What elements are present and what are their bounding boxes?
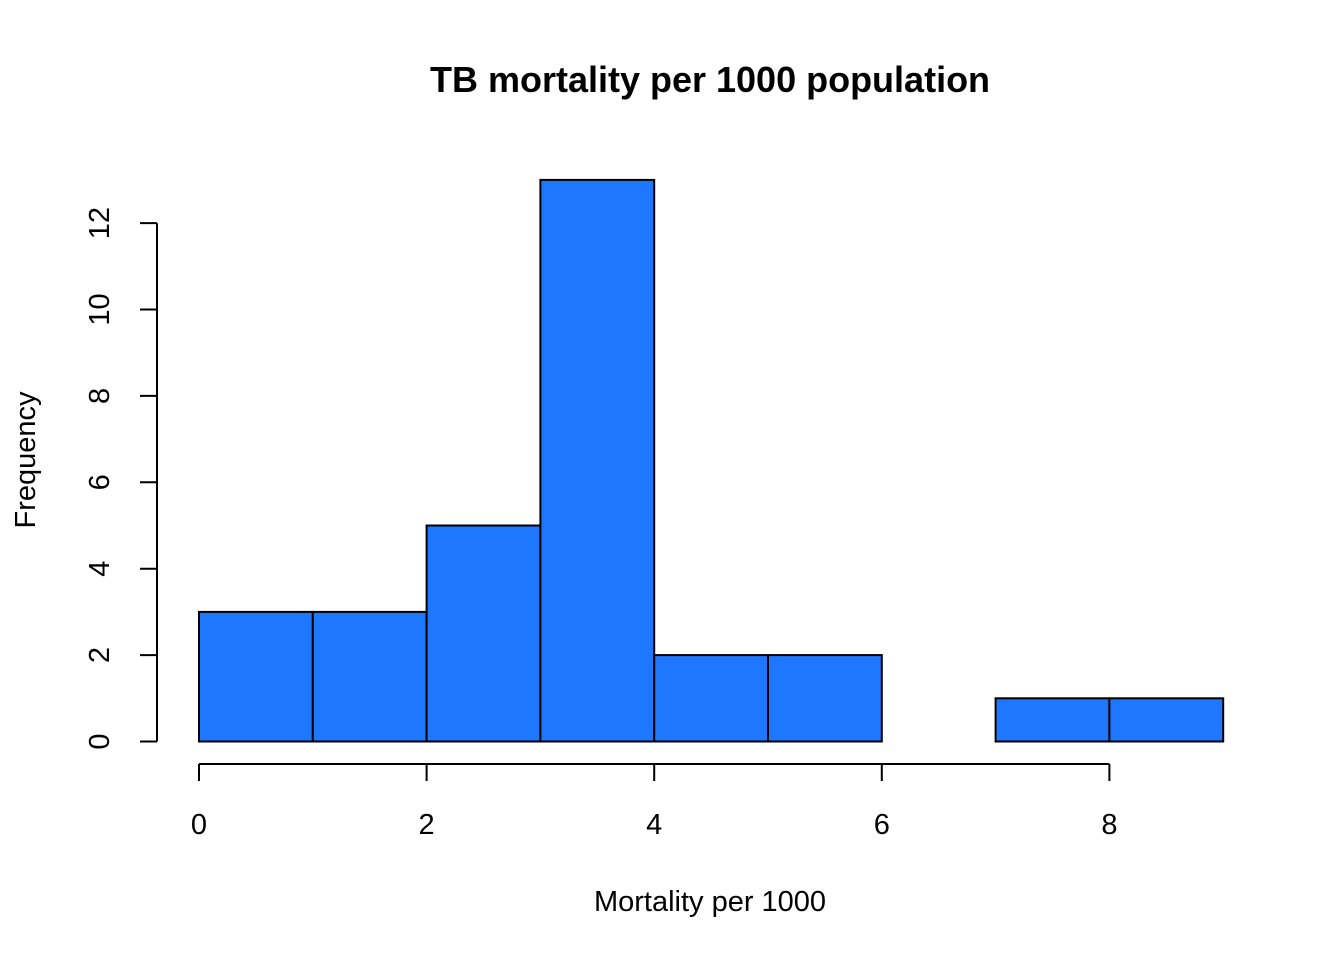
chart-title: TB mortality per 1000 population xyxy=(430,59,990,100)
y-tick-label: 8 xyxy=(84,388,116,404)
histogram-bar-0-1 xyxy=(198,610,314,743)
y-tick-label: 0 xyxy=(84,733,116,749)
histogram-bar-4-5 xyxy=(653,654,770,743)
histogram-bar-7-8 xyxy=(994,697,1111,743)
y-axis: 0 2 4 6 8 10 12 xyxy=(84,207,158,750)
y-tick-label: 12 xyxy=(84,207,116,239)
x-axis-label: Mortality per 1000 xyxy=(594,886,826,918)
histogram-bar-3-4 xyxy=(539,178,656,743)
y-tick-label: 10 xyxy=(84,293,116,325)
x-axis: 0 2 4 6 8 xyxy=(191,763,1117,841)
histogram-bar-5-6 xyxy=(767,654,883,743)
y-tick-label: 4 xyxy=(84,561,116,577)
bars-group xyxy=(198,178,1225,743)
x-tick-label: 2 xyxy=(419,809,435,841)
x-tick-label: 4 xyxy=(646,809,662,841)
y-tick-label: 2 xyxy=(84,647,116,663)
x-tick-label: 0 xyxy=(191,809,207,841)
x-tick-label: 6 xyxy=(874,809,890,841)
histogram-bar-1-2 xyxy=(311,610,428,743)
histogram-bar-8-9 xyxy=(1108,697,1225,743)
y-tick-label: 6 xyxy=(84,474,116,490)
y-axis-label: Frequency xyxy=(10,391,42,529)
histogram-bar-2-3 xyxy=(425,524,542,743)
x-tick-label: 8 xyxy=(1101,809,1117,841)
